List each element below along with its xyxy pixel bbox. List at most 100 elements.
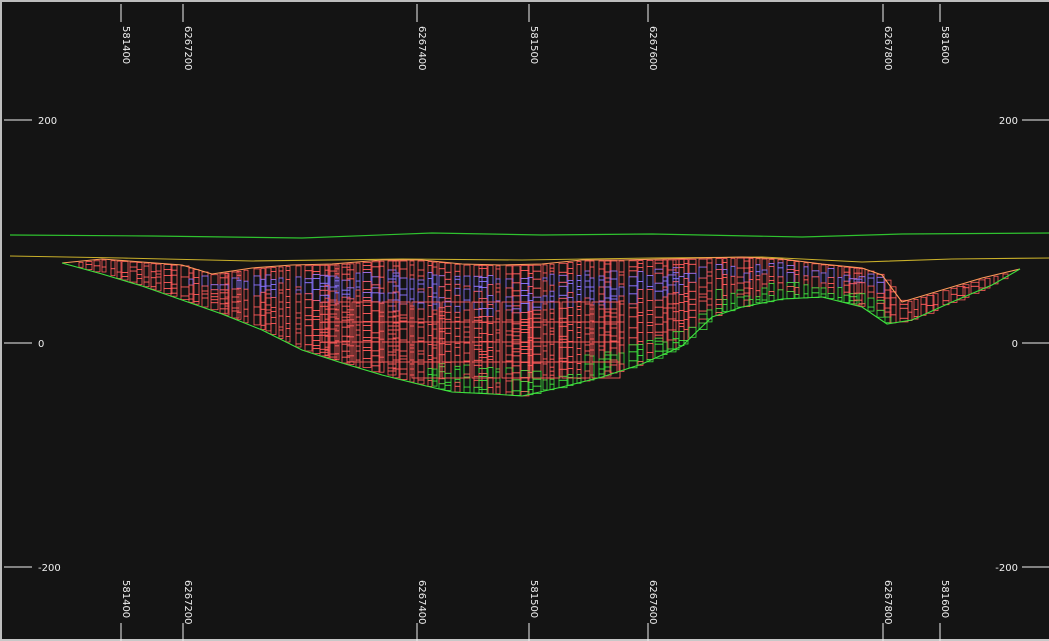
block-cell <box>487 359 494 369</box>
block-cell <box>417 308 425 320</box>
block-cell <box>334 353 340 361</box>
block-cell <box>387 363 397 369</box>
block-cell <box>768 258 775 264</box>
block-cell <box>567 291 574 298</box>
block-cell <box>121 276 129 281</box>
block-cell <box>304 307 313 317</box>
block-cell <box>432 283 438 294</box>
block-cell <box>180 286 190 297</box>
block-cell <box>312 329 321 336</box>
block-cell <box>598 286 605 295</box>
block-cell <box>984 277 991 289</box>
block-cell <box>646 288 654 301</box>
block-cell <box>495 283 501 289</box>
block-cell <box>683 295 689 302</box>
block-cell <box>867 297 875 308</box>
block-cell <box>495 382 501 388</box>
block-cell <box>319 289 329 296</box>
block-cell <box>811 276 820 289</box>
block-cell <box>265 274 272 287</box>
block-cell <box>576 306 582 310</box>
block-cell <box>463 275 471 287</box>
block-cell <box>532 306 542 311</box>
block-cell <box>329 299 338 306</box>
block-cell <box>417 291 425 304</box>
block-cell <box>884 316 892 324</box>
block-cell <box>584 327 591 335</box>
block-cell <box>438 383 446 390</box>
block-cell <box>143 262 150 267</box>
block-cell <box>646 321 654 326</box>
block-cell <box>341 279 351 291</box>
block-cell <box>837 266 843 279</box>
block-cell <box>688 298 697 305</box>
block-cell <box>715 308 723 314</box>
block-cell <box>532 378 542 387</box>
block-cell <box>463 386 471 394</box>
block-cell <box>399 328 408 341</box>
block-cell <box>136 274 143 280</box>
block-cell <box>654 290 664 301</box>
block-cell <box>285 288 291 297</box>
block-cell <box>432 261 438 268</box>
block-cell <box>473 316 483 321</box>
block-cell <box>876 276 885 283</box>
block-cell <box>253 314 261 326</box>
block-cell <box>312 278 321 290</box>
block-cell <box>755 279 761 292</box>
block-cell <box>820 264 827 274</box>
block-cell <box>188 298 194 303</box>
block-cell <box>427 359 433 370</box>
block-cell <box>598 358 605 370</box>
block-cell <box>598 293 605 302</box>
block-cell <box>794 261 800 272</box>
block-cell <box>136 278 143 285</box>
block-cell <box>432 368 438 376</box>
block-cell <box>678 264 685 269</box>
block-cell <box>942 290 950 302</box>
block-cell <box>355 289 361 297</box>
block-cell <box>913 298 919 310</box>
block-cell <box>319 328 329 333</box>
block-cell <box>417 279 425 285</box>
block-cell <box>495 332 501 341</box>
block-cell <box>278 289 284 294</box>
block-cell <box>637 263 644 269</box>
block-cell <box>285 335 291 343</box>
block-cell <box>270 289 277 299</box>
block-cell <box>432 309 438 315</box>
elevation-tick-2-right-label: -200 <box>995 563 1018 574</box>
block-cell <box>730 265 736 277</box>
block-cell <box>329 313 338 318</box>
block-cell <box>362 289 372 293</box>
block-cell <box>473 364 483 377</box>
block-cell <box>444 318 452 329</box>
block-cell <box>777 267 784 278</box>
block-cell <box>265 285 272 291</box>
block-cell <box>637 315 644 324</box>
block-cell <box>432 347 438 359</box>
block-cell <box>932 304 939 312</box>
block-cell <box>755 290 761 298</box>
block-cell <box>427 368 433 376</box>
block-cell <box>150 286 157 290</box>
block-cell <box>678 320 685 325</box>
block-cell <box>576 280 582 287</box>
block-cell <box>598 334 605 347</box>
block-cell <box>295 289 302 295</box>
block-cell <box>558 281 568 287</box>
block-cell <box>755 271 761 277</box>
block-cell <box>265 293 272 299</box>
block-cell <box>786 265 795 271</box>
block-cell <box>628 303 638 309</box>
block-cell <box>698 258 708 268</box>
block-cell <box>683 292 689 297</box>
block-cell <box>567 367 574 375</box>
block-cell <box>495 318 501 331</box>
block-cell <box>473 319 483 329</box>
block-cell <box>201 297 209 308</box>
easting-tick-581400-bottom-label: 581400 <box>120 580 131 618</box>
block-cell <box>654 334 664 339</box>
